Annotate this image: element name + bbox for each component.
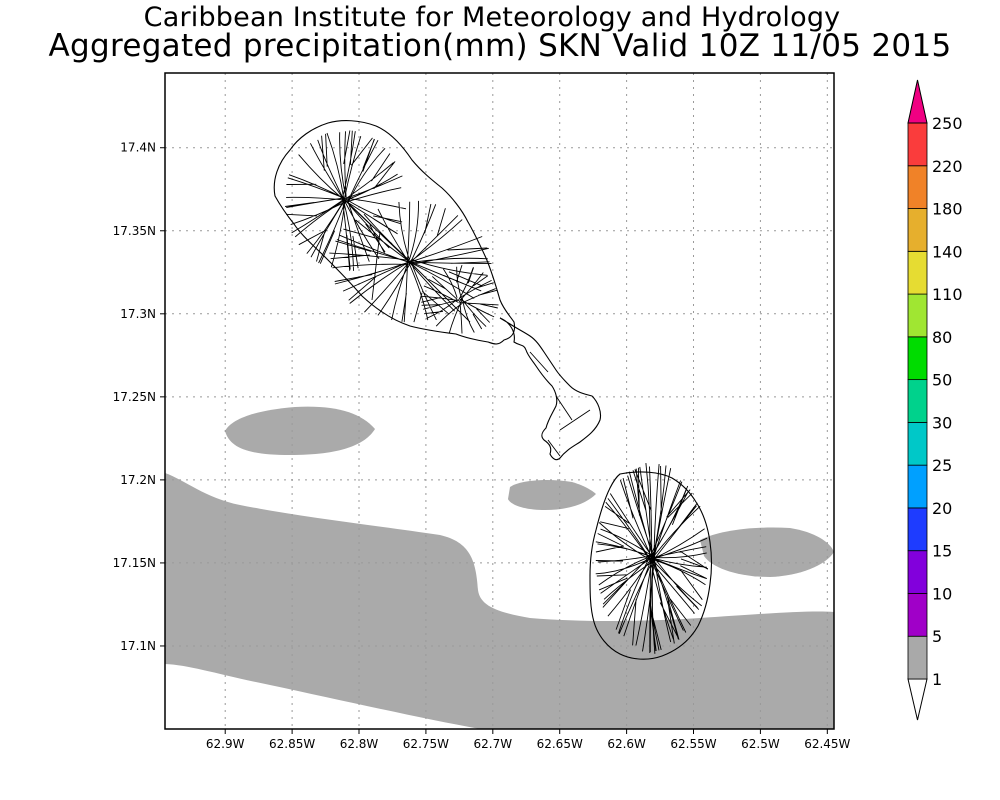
colorbar-bin: [907, 550, 928, 594]
map-frame: [164, 72, 835, 730]
colorbar-label: 5: [932, 627, 942, 646]
colorbar-bin: [907, 421, 928, 466]
colorbar-bin: [907, 165, 928, 209]
map-axis-ticks: 62.9W 62.85W 62.8W 62.75W 62.7W 62.65W 62.6W 62…: [113, 141, 851, 751]
colorbar-label: 15: [932, 542, 952, 561]
tick-label-lat: 17.4N: [120, 141, 156, 155]
colorbar-label: 110: [932, 285, 963, 304]
colorbar-bin: [907, 336, 928, 381]
precip-area-east-patch: [700, 527, 834, 577]
map-gridlines: [165, 73, 834, 729]
tick-label-lon: 62.75W: [403, 737, 449, 751]
colorbar-bin: [907, 122, 928, 167]
colorbar-label: 10: [932, 584, 952, 603]
precip-shading-layer: [165, 406, 834, 729]
colorbar-label: 250: [932, 114, 963, 133]
st-kitts-southeast-peninsula: [499, 317, 602, 461]
colorbar-label: 180: [932, 200, 963, 219]
precip-area-west-patch: [225, 406, 375, 455]
tick-label-lat: 17.25N: [113, 390, 156, 404]
map-title-institute: Caribbean Institute for Meteorology and …: [143, 2, 841, 33]
tick-label-lon: 62.65W: [537, 737, 583, 751]
tick-label-lon: 62.6W: [607, 737, 646, 751]
tick-label-lat: 17.2N: [120, 473, 156, 487]
colorbar-overflow-triangle: [907, 79, 928, 124]
colorbar-bin: [907, 464, 928, 509]
colorbar-label: 220: [932, 157, 963, 176]
precip-area-central-patch: [508, 479, 596, 510]
colorbar-bin: [907, 208, 928, 252]
st-kitts-coastline: [273, 120, 516, 345]
colorbar-bin: [907, 593, 928, 637]
tick-label-lon: 62.9W: [206, 737, 245, 751]
tick-label-lon: 62.8W: [340, 737, 379, 751]
colorbar-underflow-triangle: [907, 678, 928, 721]
colorbar-bin: [907, 635, 928, 680]
tick-label-lat: 17.35N: [113, 224, 156, 238]
colorbar-bin: [907, 250, 928, 295]
colorbar-label: 30: [932, 413, 952, 432]
colorbar-bin: [907, 293, 928, 338]
colorbar-label: 140: [932, 242, 963, 261]
colorbar-label: 1: [932, 670, 942, 689]
tick-label-lat: 17.1N: [120, 639, 156, 653]
map-title-product: Aggregated precipitation(mm) SKN Valid 1…: [48, 28, 952, 64]
colorbar-bin: [907, 379, 928, 423]
tick-label-lon: 62.45W: [804, 737, 850, 751]
colorbar-label: 25: [932, 456, 952, 475]
colorbar-bin: [907, 507, 928, 552]
island-st-kitts: [273, 120, 602, 461]
tick-label-lon: 62.85W: [269, 737, 315, 751]
precip-area-southern-band: [165, 473, 834, 729]
island-nevis: [589, 463, 713, 660]
colorbar-label: 80: [932, 328, 952, 347]
tick-label-lon: 62.7W: [474, 737, 513, 751]
tick-label-lat: 17.3N: [120, 307, 156, 321]
tick-label-lon: 62.5W: [741, 737, 780, 751]
nevis-drainage-lines: [595, 463, 709, 654]
tick-label-lat: 17.15N: [113, 556, 156, 570]
tick-label-lon: 62.55W: [670, 737, 716, 751]
st-kitts-drainage-lines: [285, 130, 591, 457]
nevis-coastline: [589, 471, 713, 660]
colorbar-label: 20: [932, 499, 952, 518]
colorbar-label: 50: [932, 371, 952, 390]
